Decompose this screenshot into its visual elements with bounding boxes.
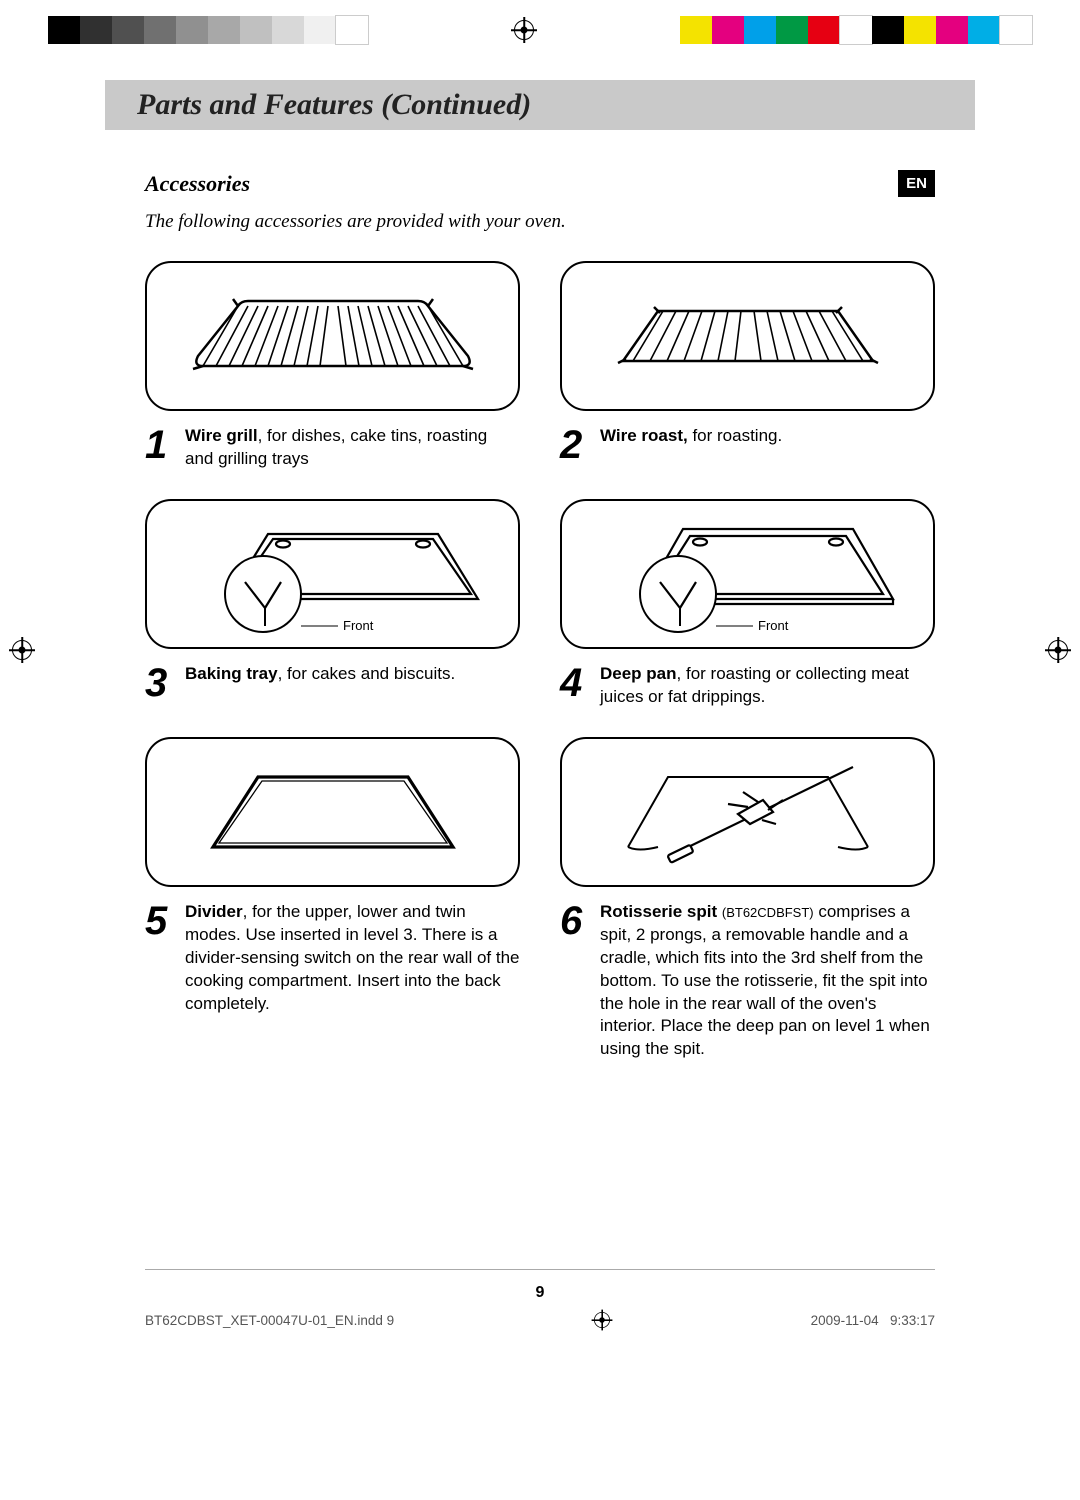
footer-rule bbox=[145, 1269, 935, 1270]
page-content: Parts and Features (Continued) Accessori… bbox=[105, 80, 975, 1330]
item-number: 5 bbox=[145, 901, 185, 941]
wire-grill-icon bbox=[183, 281, 483, 391]
deep-pan-icon: Front bbox=[588, 504, 908, 644]
accessory-item: 5 Divider, for the upper, lower and twin… bbox=[145, 737, 520, 1062]
item-number: 4 bbox=[560, 663, 600, 703]
footer-file: BT62CDBST_XET-00047U-01_EN.indd 9 bbox=[145, 1313, 394, 1328]
divider-icon bbox=[183, 757, 483, 867]
accessory-illustration bbox=[560, 737, 935, 887]
print-calibration-bars bbox=[0, 15, 1080, 45]
accessory-item: 6 Rotisserie spit (BT62CDBFST) comprises… bbox=[560, 737, 935, 1062]
page-footer: BT62CDBST_XET-00047U-01_EN.indd 9 2009-1… bbox=[145, 1310, 935, 1330]
accessory-illustration bbox=[145, 737, 520, 887]
accessory-item: 2 Wire roast, for roasting. bbox=[560, 261, 935, 471]
registration-mark-icon bbox=[594, 1312, 610, 1328]
accessories-grid: 1 Wire grill, for dishes, cake tins, roa… bbox=[105, 233, 975, 1061]
page-number: 9 bbox=[105, 1284, 975, 1302]
baking-tray-icon: Front bbox=[173, 504, 493, 644]
item-caption: Baking tray, for cakes and biscuits. bbox=[185, 663, 520, 686]
registration-mark-icon bbox=[1048, 640, 1068, 660]
footer-datetime: 2009-11-04 9:33:17 bbox=[811, 1313, 935, 1328]
section-title-banner: Parts and Features (Continued) bbox=[105, 80, 975, 130]
accessory-illustration: Front bbox=[145, 499, 520, 649]
item-number: 6 bbox=[560, 901, 600, 941]
accessory-illustration bbox=[145, 261, 520, 411]
accessory-item: 1 Wire grill, for dishes, cake tins, roa… bbox=[145, 261, 520, 471]
intro-text: The following accessories are provided w… bbox=[105, 197, 975, 233]
language-badge: EN bbox=[898, 170, 935, 197]
accessory-item: Front 3 Baking tray, for cakes and biscu… bbox=[145, 499, 520, 709]
front-label: Front bbox=[343, 618, 374, 633]
rotisserie-icon bbox=[598, 752, 898, 872]
item-caption: Wire grill, for dishes, cake tins, roast… bbox=[185, 425, 520, 471]
item-number: 3 bbox=[145, 663, 185, 703]
accessory-item: Front 4 Deep pan, for roasting or collec… bbox=[560, 499, 935, 709]
item-caption: Deep pan, for roasting or collecting mea… bbox=[600, 663, 935, 709]
item-caption: Wire roast, for roasting. bbox=[600, 425, 935, 448]
item-caption: Rotisserie spit (BT62CDBFST) comprises a… bbox=[600, 901, 935, 1062]
accessory-illustration: Front bbox=[560, 499, 935, 649]
item-caption: Divider, for the upper, lower and twin m… bbox=[185, 901, 520, 1016]
wire-roast-icon bbox=[598, 281, 898, 391]
section-title: Parts and Features (Continued) bbox=[137, 88, 531, 122]
subheading: Accessories bbox=[145, 171, 250, 197]
accessory-illustration bbox=[560, 261, 935, 411]
registration-mark-icon bbox=[514, 20, 534, 40]
item-number: 2 bbox=[560, 425, 600, 465]
item-number: 1 bbox=[145, 425, 185, 465]
front-label: Front bbox=[758, 618, 789, 633]
registration-mark-icon bbox=[12, 640, 32, 660]
